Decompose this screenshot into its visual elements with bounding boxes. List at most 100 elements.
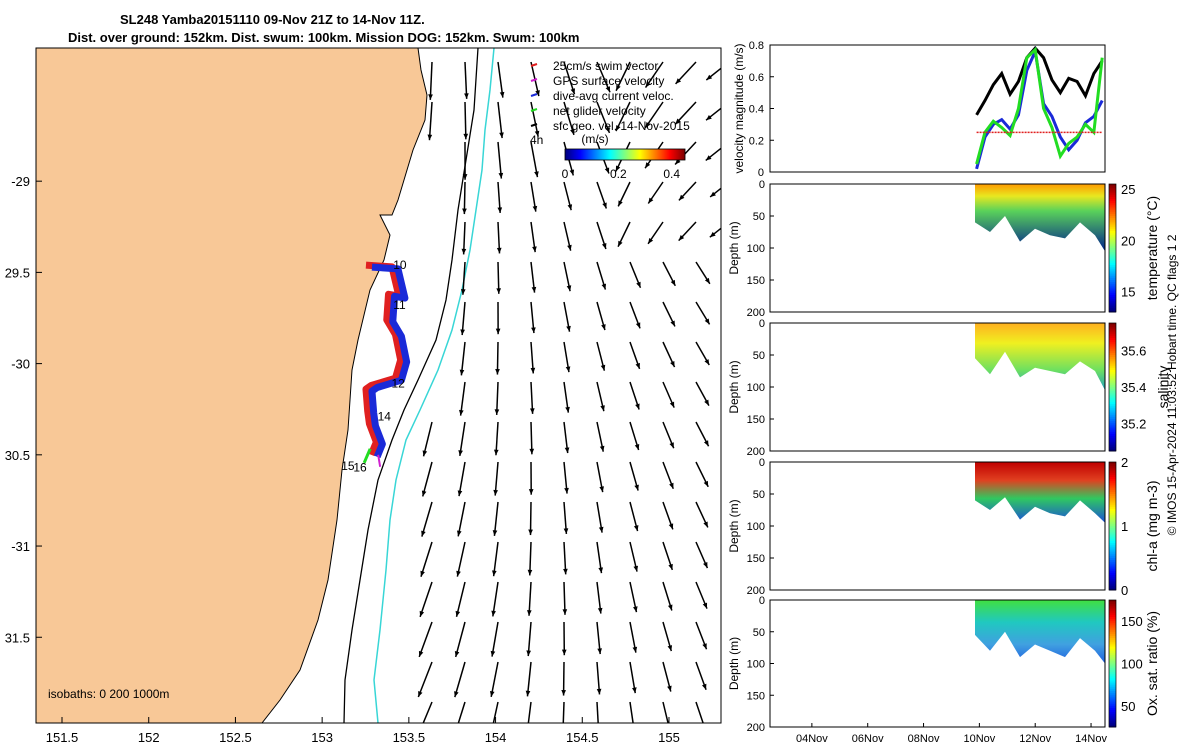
section-colorbar-segment [1109, 631, 1116, 635]
geo-velocity-arrowhead [667, 645, 673, 652]
colorbar-segment [653, 149, 655, 160]
colorbar-segment [574, 149, 576, 160]
geo-velocity-arrowhead [635, 322, 641, 329]
section-colorbar-segment [1109, 474, 1116, 478]
geo-velocity-arrowhead [566, 325, 571, 332]
section-colorbar-segment [1109, 216, 1116, 219]
geo-velocity-arrowhead [632, 646, 638, 653]
colorbar-segment [627, 149, 629, 160]
geo-velocity-arrowhead [565, 406, 570, 413]
colorbar-segment [670, 149, 672, 160]
colorbar-segment [642, 149, 644, 160]
section-colorbar-segment [1109, 404, 1116, 407]
section-colorbar-segment [1109, 577, 1116, 580]
geo-velocity-arrowhead [773, 314, 778, 320]
geo-velocity-arrow [493, 501, 499, 536]
section-colorbar-segment [1109, 239, 1116, 243]
section-colorbar-segment [1109, 372, 1116, 375]
geo-velocity-arrowhead [453, 731, 457, 737]
colorbar-segment [647, 149, 649, 160]
section-colorbar-segment [1109, 572, 1116, 576]
section-colorbar-segment [1109, 716, 1116, 720]
colorbar-segment [633, 149, 635, 160]
section-colorbar-segment [1109, 309, 1116, 313]
section-colorbar-segment [1109, 230, 1116, 234]
geo-velocity-arrowhead [496, 288, 502, 294]
section-colorbar-segment [1109, 498, 1116, 501]
section-y-tick-label: 200 [747, 585, 765, 597]
section-colorbar-segment [1109, 494, 1116, 497]
colorbar-segment [631, 149, 633, 160]
section-colorbar-segment [1109, 657, 1116, 660]
geo-velocity-arrow [729, 302, 744, 322]
colorbar-tick: 0.2 [610, 167, 627, 181]
section-colorbar-segment [1109, 207, 1116, 211]
time-x-tick-label: 08Nov [908, 733, 940, 745]
geo-velocity-arrow [492, 701, 499, 723]
section-colorbar-segment [1109, 282, 1116, 285]
colorbar-segment [588, 149, 590, 160]
geo-velocity-arrow [461, 301, 466, 336]
gps-velocity-vector [377, 454, 382, 467]
colorbar-segment [649, 149, 651, 160]
section-colorbar-segment [1109, 267, 1116, 270]
geo-velocity-arrowhead [633, 525, 639, 532]
section-colorbar-segment [1109, 648, 1116, 652]
section-colorbar-segment [1109, 555, 1116, 559]
geo-velocity-arrow [497, 101, 503, 139]
geo-velocity-arrowhead [772, 477, 777, 483]
colorbar-segment [569, 149, 571, 160]
geo-velocity-arrow [457, 501, 466, 537]
section-colorbar-segment [1109, 667, 1116, 671]
geo-velocity-arrowhead [598, 526, 604, 533]
section-colorbar-label: Ox. sat. ratio (%) [1144, 611, 1160, 716]
section-colorbar-segment [1109, 691, 1116, 694]
section-colorbar-tick: 1 [1121, 519, 1128, 534]
geo-velocity-arrowhead [771, 680, 776, 686]
section-y-label: Depth (m) [727, 637, 741, 690]
section-colorbar-segment [1109, 365, 1116, 369]
section-colorbar-segment [1109, 665, 1116, 669]
section-colorbar-segment [1109, 608, 1116, 612]
section-colorbar-tick: 2 [1121, 455, 1128, 470]
section-colorbar-segment [1109, 433, 1116, 437]
colorbar-segment [593, 149, 595, 160]
geo-velocity-arrowhead [605, 126, 610, 133]
section-colorbar-segment [1109, 305, 1116, 309]
colorbar-segment [678, 149, 680, 160]
section-colorbar-segment [1109, 722, 1116, 726]
section-colorbar-segment [1109, 241, 1116, 245]
geo-velocity-arrow [662, 701, 669, 723]
geo-velocity-arrowhead [739, 316, 744, 322]
geo-velocity-arrowhead [632, 728, 637, 734]
colorbar-segment [660, 149, 662, 160]
colorbar-segment [568, 149, 570, 160]
geo-velocity-arrowhead [600, 364, 606, 371]
geo-velocity-arrowhead [615, 125, 621, 132]
geo-velocity-arrowhead [702, 602, 708, 609]
geo-velocity-arrowhead [772, 558, 777, 564]
isobath-200m [343, 48, 479, 723]
colorbar-segment [567, 149, 569, 160]
geo-velocity-arrowhead [633, 606, 638, 613]
section-colorbar-segment [1109, 286, 1116, 290]
section-colorbar-segment [1109, 606, 1116, 609]
section-colorbar-segment [1109, 508, 1116, 512]
colorbar-segment [664, 149, 666, 160]
section-colorbar-segment [1109, 695, 1116, 698]
velocity-frame [769, 44, 1106, 173]
geo-velocity-arrowhead [738, 479, 743, 485]
colorbar-segment [665, 149, 667, 160]
legend-label: 25cm/s swim vector [553, 59, 658, 73]
colorbar-segment [663, 149, 665, 160]
section-colorbar-segment [1109, 712, 1116, 715]
section-colorbar-segment [1109, 528, 1116, 531]
geo-velocity-arrowhead [462, 208, 467, 215]
section-colorbar-segment [1109, 280, 1116, 283]
geo-velocity-arrow [492, 581, 499, 617]
geo-velocity-arrowhead [525, 690, 531, 697]
section-colorbar-segment [1109, 201, 1116, 204]
geo-velocity-arrowhead [564, 487, 569, 494]
colorbar-segment [617, 149, 619, 160]
section-colorbar-segment [1109, 198, 1116, 202]
